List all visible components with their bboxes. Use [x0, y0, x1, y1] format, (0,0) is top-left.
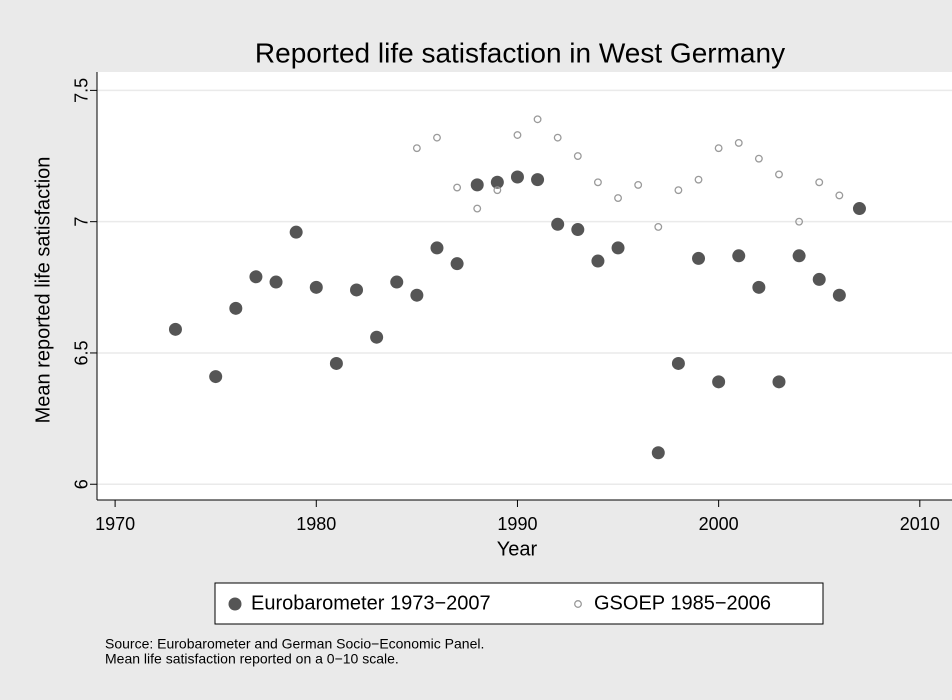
point	[309, 280, 323, 294]
point	[815, 178, 824, 187]
point	[692, 251, 706, 265]
point	[249, 270, 263, 284]
point	[812, 272, 826, 286]
point	[453, 183, 462, 192]
note: Mean life satisfaction reported on a 0−1…	[105, 651, 399, 667]
point	[433, 133, 441, 142]
point	[852, 202, 866, 216]
y-tick-label: 6.5	[72, 340, 92, 365]
point	[370, 330, 384, 344]
point	[614, 194, 622, 202]
point	[430, 241, 444, 255]
point	[473, 204, 482, 213]
chart-title: Reported life satisfaction in West Germa…	[255, 37, 785, 68]
point	[712, 375, 726, 389]
point	[732, 249, 746, 263]
point	[350, 283, 364, 297]
point	[671, 356, 685, 370]
y-tick-label: 6	[72, 479, 92, 489]
point	[490, 175, 504, 189]
point	[470, 178, 484, 192]
point	[531, 173, 545, 187]
point	[573, 152, 582, 160]
y-tick-label: 7	[72, 217, 92, 227]
point	[795, 217, 804, 226]
point	[493, 186, 502, 195]
point	[168, 322, 182, 336]
note: Source: Eurobarometer and German Socio−E…	[105, 636, 484, 652]
point	[553, 133, 562, 142]
point	[654, 222, 663, 231]
point	[329, 356, 343, 370]
point	[591, 254, 605, 268]
legend-marker	[574, 600, 582, 608]
point	[714, 144, 723, 153]
point	[674, 186, 683, 195]
point	[229, 301, 243, 315]
point	[571, 223, 585, 237]
point	[634, 180, 643, 189]
point	[450, 257, 464, 271]
point	[533, 115, 542, 124]
point	[832, 288, 846, 302]
point	[772, 375, 786, 389]
point	[410, 288, 424, 302]
point	[269, 275, 283, 289]
point	[775, 170, 783, 179]
point	[651, 446, 665, 460]
point	[734, 138, 743, 147]
legend-marker	[228, 597, 242, 611]
x-tick-label: 1980	[296, 514, 336, 534]
point	[611, 241, 625, 255]
x-tick-label: 1990	[497, 514, 537, 534]
point	[551, 217, 565, 231]
x-tick-label: 1970	[95, 514, 135, 534]
point	[209, 370, 223, 384]
x-tick-label: 2000	[699, 514, 739, 534]
point	[289, 225, 303, 239]
point	[754, 154, 763, 163]
point	[593, 178, 602, 187]
x-axis-label: Year	[497, 538, 538, 560]
legend	[214, 582, 824, 625]
point	[835, 191, 844, 200]
x-tick-label: 2010	[900, 514, 940, 534]
point	[412, 144, 421, 153]
point	[390, 275, 404, 289]
point	[752, 280, 766, 294]
y-axis-label: Mean reported life satisfaction	[32, 157, 54, 424]
legend-label: Eurobarometer 1973−2007	[251, 592, 491, 614]
point	[510, 170, 524, 184]
plot-area	[97, 72, 952, 500]
y-tick-label: 7.5	[72, 78, 92, 103]
legend-label: GSOEP 1985−2006	[594, 592, 771, 614]
point	[694, 175, 703, 184]
point	[792, 249, 806, 263]
point	[513, 131, 522, 139]
